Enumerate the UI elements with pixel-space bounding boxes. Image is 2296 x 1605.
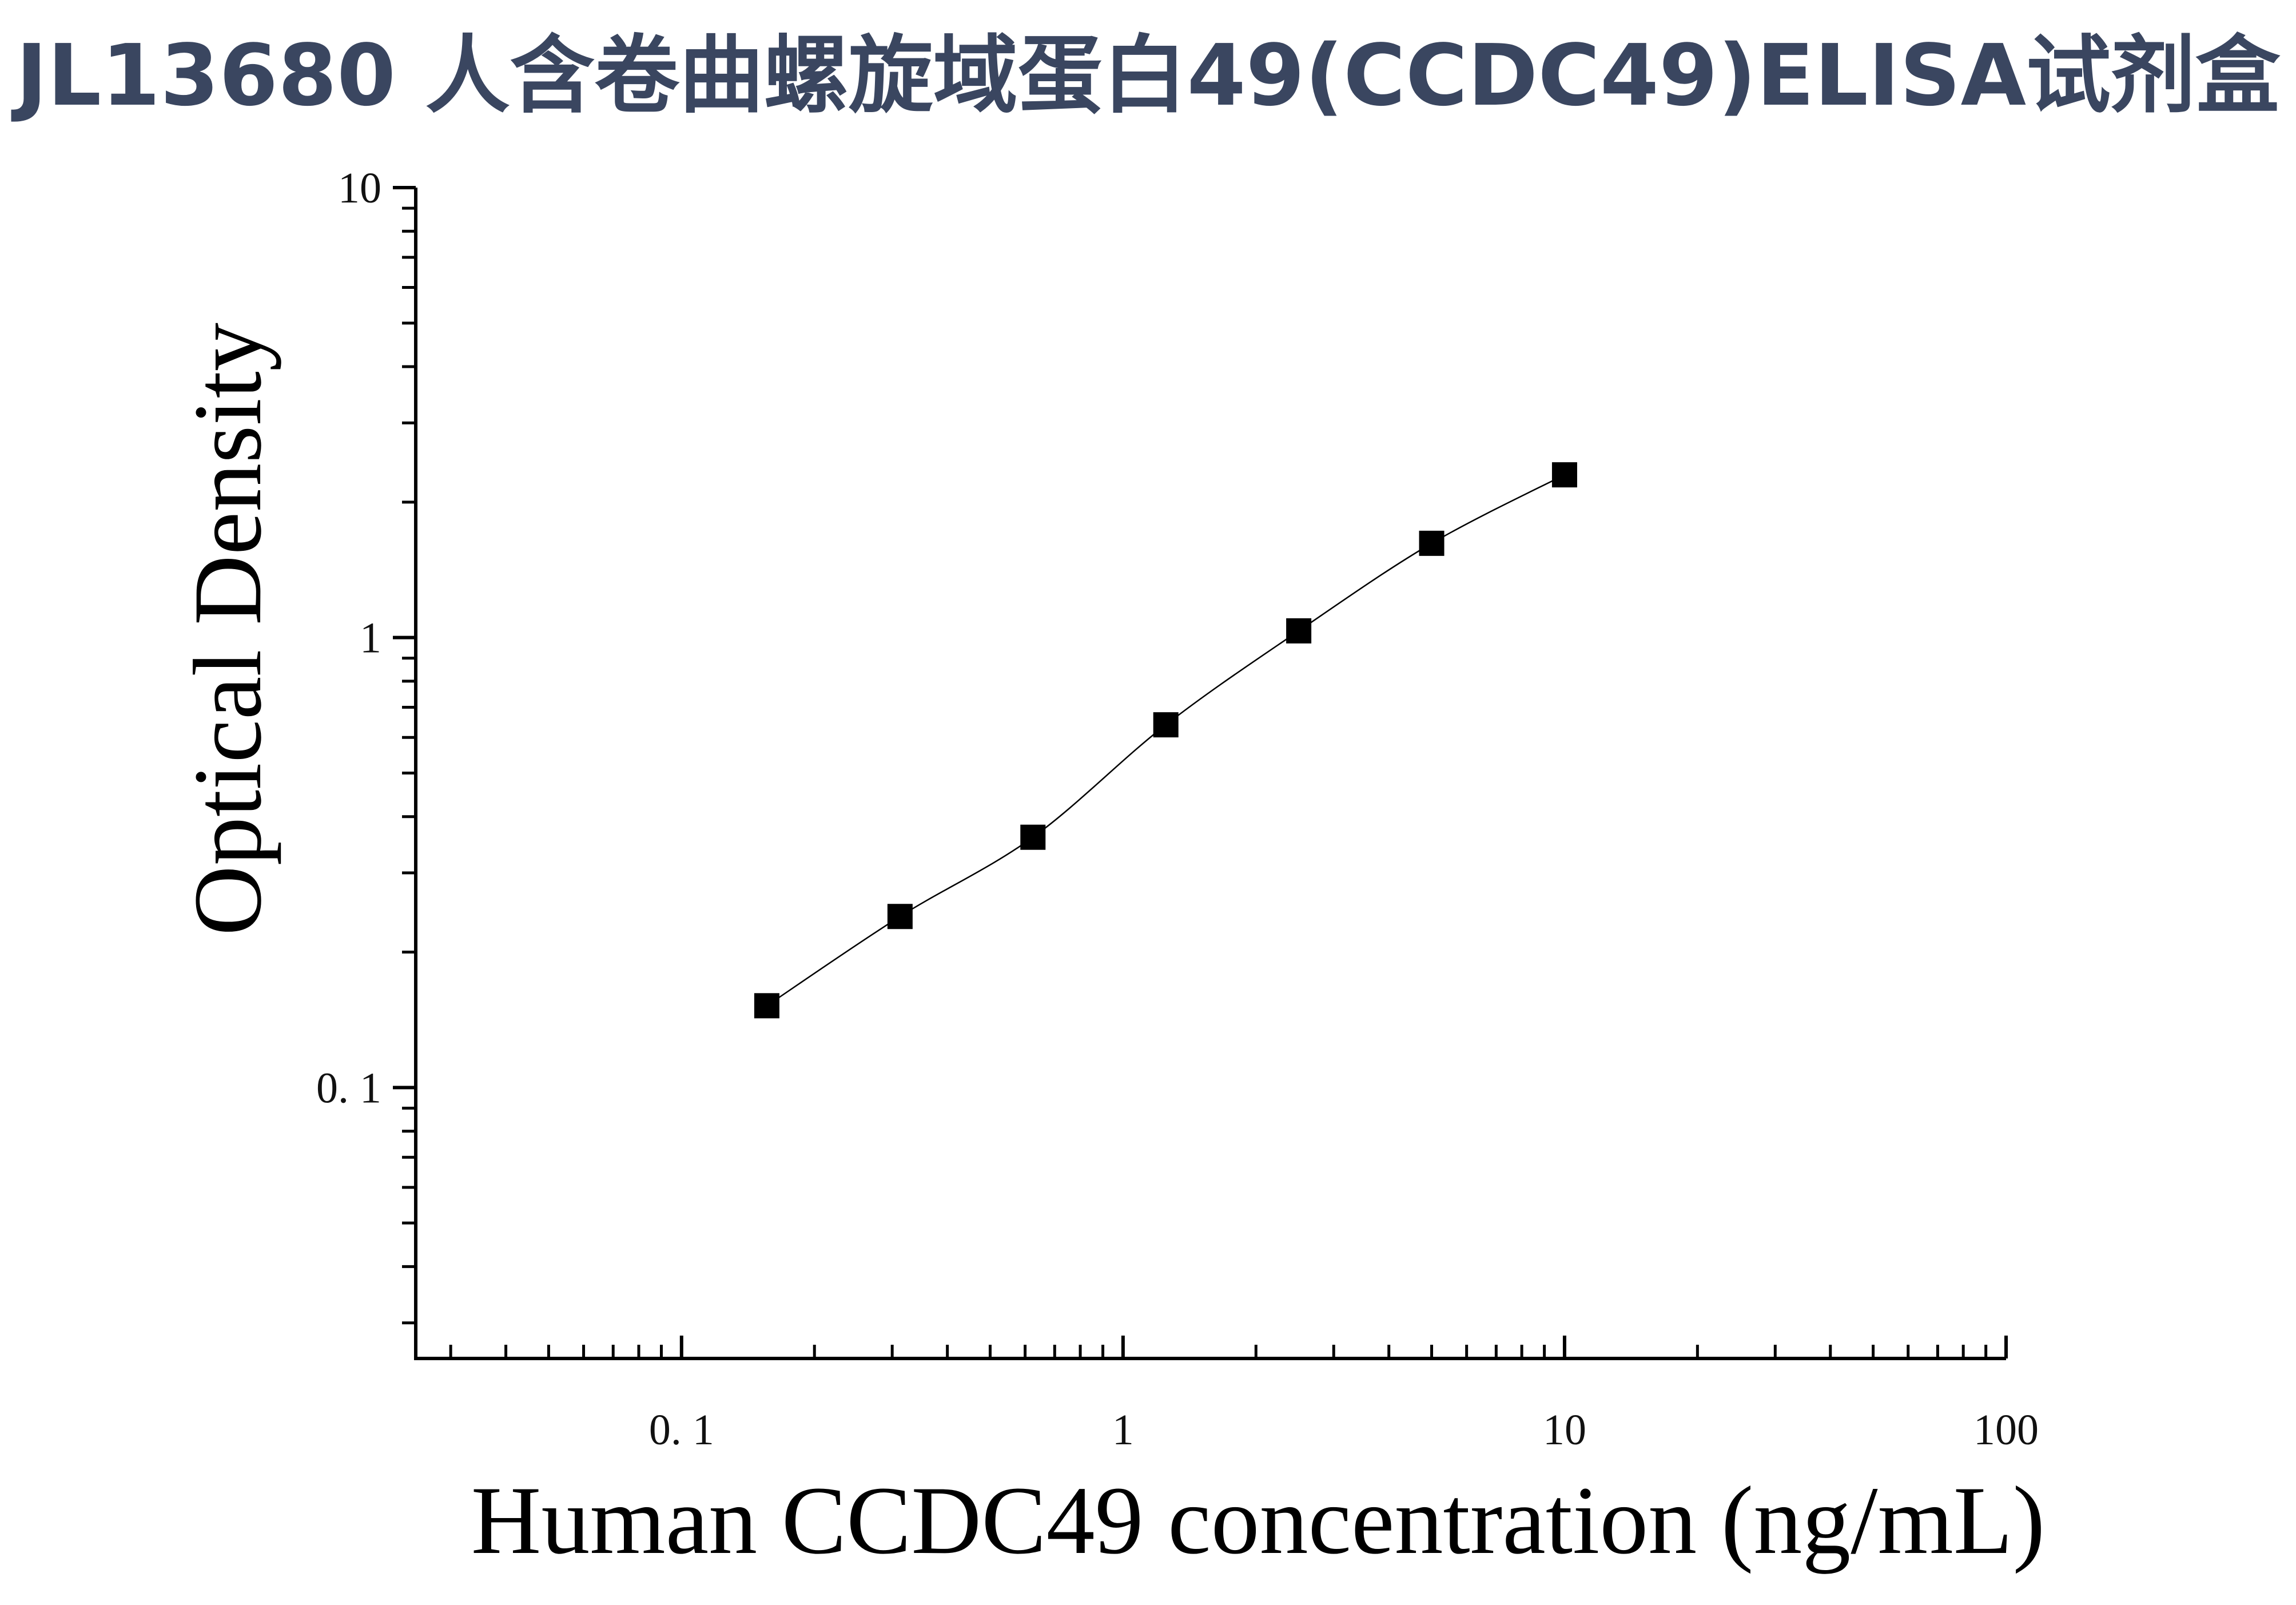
data-point (1286, 618, 1312, 643)
x-tick-label: 0. 1 (649, 1406, 714, 1454)
y-tick-label: 0. 1 (316, 1064, 381, 1112)
axes (414, 188, 2006, 1360)
data-points (754, 462, 1577, 1019)
y-axis-ticks: 0. 1 1 10 (316, 164, 416, 1325)
data-point (1020, 824, 1046, 850)
data-point (887, 904, 913, 929)
x-axis-ticks: 0. 1 1 10 100 (449, 1336, 2039, 1454)
y-tick-label: 1 (360, 614, 381, 662)
data-point (1153, 712, 1179, 738)
x-tick-label: 1 (1112, 1406, 1134, 1454)
data-point (1419, 530, 1445, 556)
data-point (1551, 462, 1577, 488)
x-tick-label: 10 (1543, 1406, 1586, 1454)
y-axis-title: Optical Density (174, 323, 281, 936)
fit-curve (766, 474, 1565, 1007)
x-axis-title: Human CCDC49 concentration (ng/mL) (471, 1467, 2046, 1574)
y-tick-label: 10 (338, 164, 381, 212)
data-point (754, 993, 779, 1019)
chart-title: JL13680 人含卷曲螺旋域蛋白49(CCDC49)ELISA试剂盒 (15, 26, 2281, 125)
x-tick-label: 100 (1973, 1406, 2039, 1454)
